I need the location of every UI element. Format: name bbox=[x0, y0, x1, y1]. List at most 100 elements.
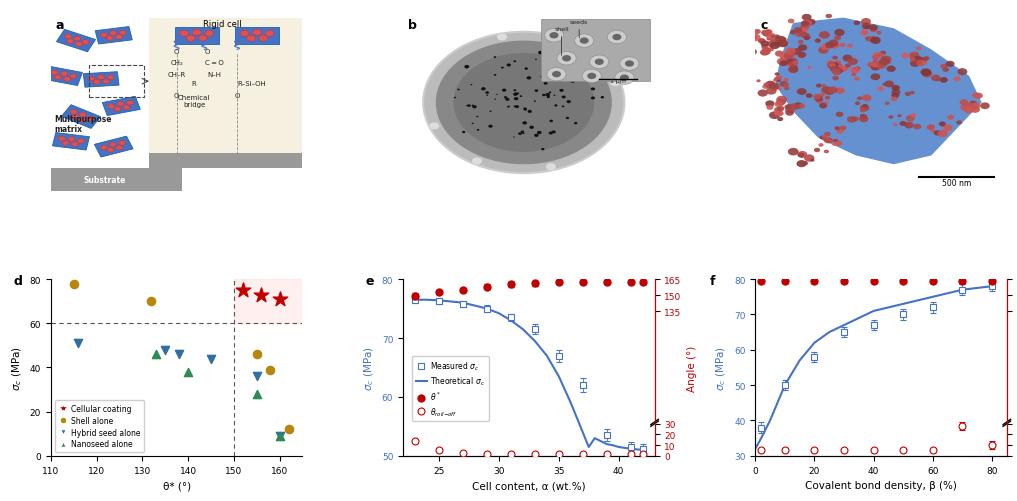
Circle shape bbox=[774, 111, 781, 116]
Text: Multipurpose
matrix: Multipurpose matrix bbox=[55, 115, 112, 134]
Circle shape bbox=[881, 57, 887, 61]
Circle shape bbox=[435, 42, 612, 165]
Circle shape bbox=[824, 150, 829, 154]
Circle shape bbox=[75, 43, 82, 47]
Circle shape bbox=[838, 66, 843, 69]
Circle shape bbox=[561, 96, 565, 99]
Circle shape bbox=[757, 80, 761, 83]
Circle shape bbox=[198, 36, 207, 42]
Circle shape bbox=[240, 31, 249, 38]
Circle shape bbox=[947, 116, 954, 121]
Circle shape bbox=[889, 116, 893, 120]
Circle shape bbox=[931, 130, 936, 133]
Circle shape bbox=[423, 33, 624, 174]
Circle shape bbox=[877, 32, 882, 36]
Circle shape bbox=[801, 21, 813, 28]
Circle shape bbox=[813, 95, 821, 100]
Circle shape bbox=[71, 142, 78, 147]
Circle shape bbox=[778, 38, 787, 44]
Text: O: O bbox=[234, 93, 240, 99]
Circle shape bbox=[107, 148, 114, 153]
Circle shape bbox=[615, 72, 634, 85]
Circle shape bbox=[542, 95, 545, 97]
Circle shape bbox=[784, 79, 789, 82]
Circle shape bbox=[610, 80, 620, 87]
Circle shape bbox=[471, 85, 472, 86]
Circle shape bbox=[770, 86, 778, 92]
Circle shape bbox=[101, 34, 108, 38]
Circle shape bbox=[972, 93, 980, 99]
Circle shape bbox=[575, 71, 576, 73]
Circle shape bbox=[462, 132, 466, 134]
Circle shape bbox=[801, 26, 809, 32]
Circle shape bbox=[821, 45, 830, 51]
Circle shape bbox=[107, 76, 114, 81]
Text: O: O bbox=[174, 49, 179, 55]
Circle shape bbox=[775, 78, 781, 83]
Circle shape bbox=[916, 61, 925, 67]
Circle shape bbox=[486, 95, 488, 97]
Circle shape bbox=[70, 75, 76, 80]
Circle shape bbox=[566, 101, 571, 104]
Circle shape bbox=[869, 26, 878, 32]
Circle shape bbox=[860, 31, 869, 37]
Circle shape bbox=[784, 105, 792, 111]
Bar bbox=[148, 153, 302, 168]
Bar bbox=[96, 28, 132, 45]
Circle shape bbox=[910, 61, 920, 68]
Circle shape bbox=[806, 20, 816, 26]
Bar bbox=[88, 66, 144, 98]
Circle shape bbox=[910, 92, 915, 95]
Circle shape bbox=[858, 116, 869, 123]
Circle shape bbox=[79, 113, 86, 118]
Circle shape bbox=[180, 31, 189, 38]
Circle shape bbox=[505, 99, 510, 102]
Circle shape bbox=[871, 63, 880, 69]
Circle shape bbox=[788, 62, 793, 66]
Circle shape bbox=[775, 76, 782, 81]
Circle shape bbox=[854, 78, 859, 82]
Circle shape bbox=[954, 77, 961, 82]
Circle shape bbox=[117, 102, 124, 107]
Circle shape bbox=[913, 57, 922, 63]
Circle shape bbox=[784, 53, 793, 60]
Circle shape bbox=[790, 68, 798, 74]
Circle shape bbox=[557, 53, 577, 66]
Circle shape bbox=[186, 36, 195, 42]
Circle shape bbox=[429, 123, 439, 130]
Circle shape bbox=[840, 68, 846, 72]
Circle shape bbox=[68, 137, 75, 142]
Circle shape bbox=[836, 88, 845, 95]
Circle shape bbox=[876, 62, 887, 69]
Circle shape bbox=[762, 45, 768, 49]
Circle shape bbox=[506, 64, 511, 67]
Circle shape bbox=[514, 94, 518, 97]
Circle shape bbox=[935, 79, 940, 82]
Circle shape bbox=[454, 98, 456, 99]
Legend: Cellular coating, Shell alone, Hybrid seed alone, Nanoseed alone: Cellular coating, Shell alone, Hybrid se… bbox=[55, 400, 144, 452]
Circle shape bbox=[523, 122, 527, 125]
Circle shape bbox=[913, 53, 917, 56]
Circle shape bbox=[119, 141, 125, 146]
Circle shape bbox=[771, 36, 775, 39]
Circle shape bbox=[964, 107, 973, 114]
Circle shape bbox=[779, 82, 788, 88]
Circle shape bbox=[520, 96, 522, 98]
Text: e: e bbox=[365, 274, 374, 287]
Circle shape bbox=[879, 59, 890, 66]
Circle shape bbox=[750, 35, 761, 42]
Circle shape bbox=[580, 38, 589, 45]
Circle shape bbox=[922, 71, 929, 74]
Point bbox=[248, 373, 264, 381]
Circle shape bbox=[834, 64, 842, 70]
Circle shape bbox=[258, 36, 267, 42]
Circle shape bbox=[70, 110, 77, 115]
Circle shape bbox=[884, 60, 891, 66]
Circle shape bbox=[785, 111, 794, 117]
Circle shape bbox=[861, 95, 872, 102]
Text: f: f bbox=[710, 274, 716, 287]
Circle shape bbox=[590, 56, 609, 69]
Circle shape bbox=[960, 104, 971, 112]
Circle shape bbox=[940, 78, 948, 84]
Circle shape bbox=[764, 48, 771, 53]
